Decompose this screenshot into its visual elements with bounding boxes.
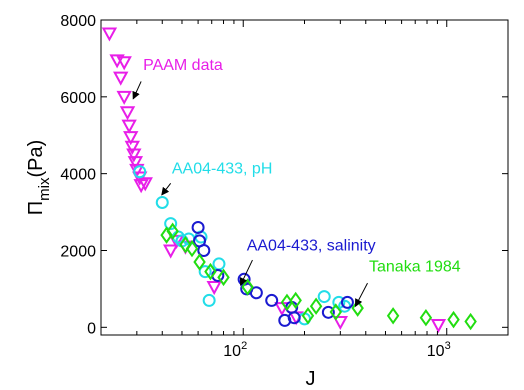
triangle-marker	[430, 319, 447, 334]
plot-area	[101, 27, 477, 334]
annotation-arrow	[239, 259, 253, 286]
y-tick-label: 2000	[60, 243, 96, 260]
circle-marker	[287, 311, 301, 325]
diamond-marker	[217, 268, 230, 287]
circle-marker	[155, 195, 169, 209]
triangle-marker	[162, 244, 179, 259]
diamond-marker	[351, 299, 364, 317]
diamond-marker	[204, 262, 217, 281]
annotation-arrow	[132, 81, 142, 100]
triangle-marker	[206, 280, 222, 296]
circle-marker	[321, 305, 335, 319]
circle-marker	[317, 290, 331, 304]
triangle-marker	[123, 131, 139, 146]
annotation-label: Tanaka 1984	[369, 259, 461, 276]
diamond-marker	[301, 307, 315, 325]
triangle-marker	[124, 140, 140, 155]
triangle-marker	[116, 90, 132, 105]
diamond-marker	[447, 310, 460, 329]
diamond-marker	[419, 308, 433, 327]
annotation-label: AA04-433, salinity	[247, 237, 376, 254]
circle-marker	[164, 217, 178, 231]
triangle-marker	[332, 315, 349, 331]
x-tick-label: 102	[223, 340, 247, 360]
diamond-marker	[386, 307, 400, 325]
circle-marker	[202, 293, 216, 307]
circle-marker	[133, 165, 147, 179]
triangle-marker	[121, 119, 137, 134]
y-axis-title: Πmix(Pa)	[25, 140, 53, 216]
triangle-marker	[116, 56, 132, 71]
circle-marker	[265, 293, 279, 307]
y-tick-label: 0	[87, 320, 96, 337]
triangle-marker	[137, 177, 153, 192]
x-tick-label: 103	[427, 340, 451, 360]
triangle-marker	[101, 27, 118, 42]
x-axis-title: J	[306, 368, 316, 390]
series-tanaka-1984	[160, 222, 477, 331]
diamond-marker	[289, 291, 302, 310]
triangle-marker	[127, 156, 144, 171]
triangle-marker	[119, 106, 136, 121]
circle-marker	[212, 257, 226, 271]
circle-marker	[340, 295, 354, 309]
axes: 0 2000 4000 6000 8000 102 103	[60, 13, 509, 360]
diamond-marker	[464, 312, 477, 331]
circle-marker	[249, 286, 263, 300]
diamond-marker	[329, 303, 343, 321]
diamond-marker	[179, 236, 192, 254]
triangle-marker	[126, 148, 142, 163]
y-tick-label: 4000	[60, 167, 96, 184]
annotation-arrow	[161, 182, 172, 196]
triangle-marker	[113, 71, 129, 86]
diamond-marker	[193, 253, 206, 271]
diamond-marker	[185, 239, 199, 258]
annotation-label: PAAM data	[143, 57, 223, 74]
y-tick-label: 8000	[60, 13, 96, 30]
diamond-marker	[166, 222, 179, 241]
y-tick-label: 6000	[60, 90, 96, 107]
circle-marker	[191, 220, 205, 234]
circle-marker	[197, 243, 211, 257]
annotation-arrow	[354, 282, 368, 308]
circle-marker	[198, 265, 212, 279]
annotation-label: AA04-433, pH	[172, 161, 273, 178]
diamond-marker	[309, 297, 323, 315]
annotations: PAAM data AA04-433, pH AA04-433, salinity T…	[132, 57, 461, 308]
